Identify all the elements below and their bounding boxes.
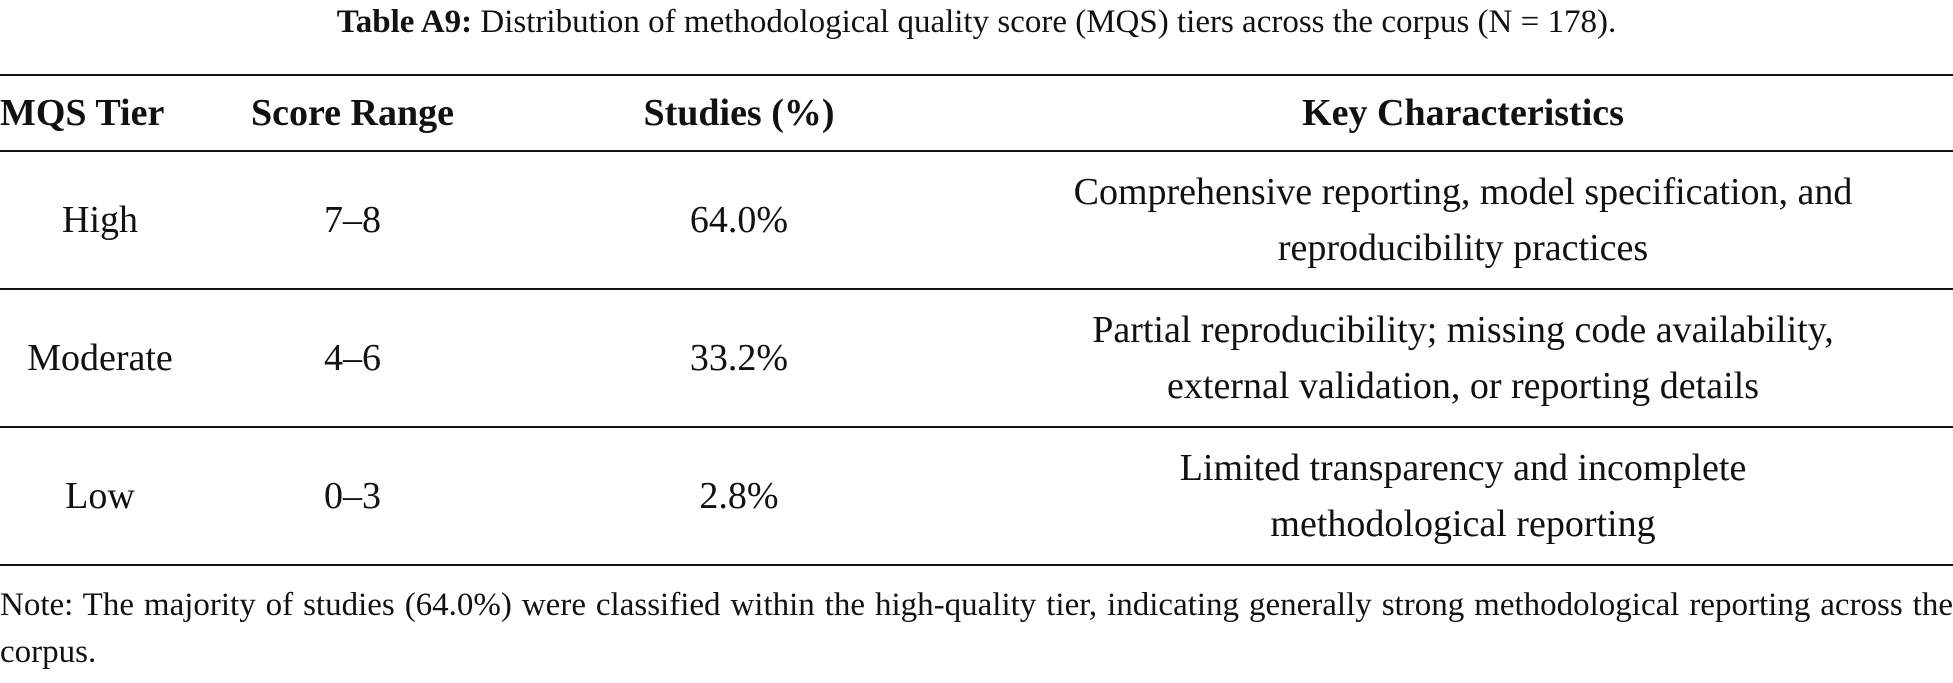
table-row: Moderate 4–6 33.2% Partial reproducibili… (0, 289, 1953, 427)
characteristics-line: reproducibility practices (1277, 227, 1649, 269)
characteristics-line: Comprehensive reporting, model specifica… (1073, 171, 1853, 213)
characteristics-line: Partial reproducibility; missing code av… (1092, 309, 1834, 351)
table-caption-text: Distribution of methodological quality s… (480, 4, 1617, 40)
characteristics-cell: Limited transparency and incomplete meth… (973, 427, 1953, 565)
column-header-mqs-tier: MQS Tier (0, 92, 165, 134)
table-caption: Table A9: Distribution of methodological… (0, 0, 1953, 52)
mqs-table: MQS Tier Score Range Studies (%) Key Cha… (0, 74, 1953, 566)
tier-cell: Low (65, 475, 135, 517)
tier-cell: Moderate (27, 337, 173, 379)
column-header-key-characteristics: Key Characteristics (1302, 92, 1624, 134)
table-header-row: MQS Tier Score Range Studies (%) Key Cha… (0, 75, 1953, 151)
score-range-cell: 7–8 (324, 199, 381, 241)
studies-percent-cell: 64.0% (689, 199, 789, 241)
table-label: Table A9: (336, 4, 473, 40)
studies-percent-cell: 2.8% (699, 475, 779, 517)
table-note: Note: The majority of studies (64.0%) we… (0, 587, 1953, 670)
characteristics-line: methodological reporting (1270, 503, 1656, 545)
table-row: High 7–8 64.0% Comprehensive reporting, … (0, 151, 1953, 289)
score-range-cell: 4–6 (324, 337, 381, 379)
tier-cell: High (62, 199, 138, 241)
score-range-cell: 0–3 (324, 475, 381, 517)
studies-percent-cell: 33.2% (689, 337, 789, 379)
characteristics-cell: Partial reproducibility; missing code av… (973, 289, 1953, 427)
characteristics-cell: Comprehensive reporting, model specifica… (973, 151, 1953, 289)
characteristics-line: Limited transparency and incomplete (1179, 447, 1747, 489)
column-header-score-range: Score Range (251, 92, 454, 134)
table-row: Low 0–3 2.8% Limited transparency and in… (0, 427, 1953, 565)
characteristics-line: external validation, or reporting detail… (1167, 365, 1759, 407)
column-header-studies: Studies (%) (643, 92, 835, 134)
